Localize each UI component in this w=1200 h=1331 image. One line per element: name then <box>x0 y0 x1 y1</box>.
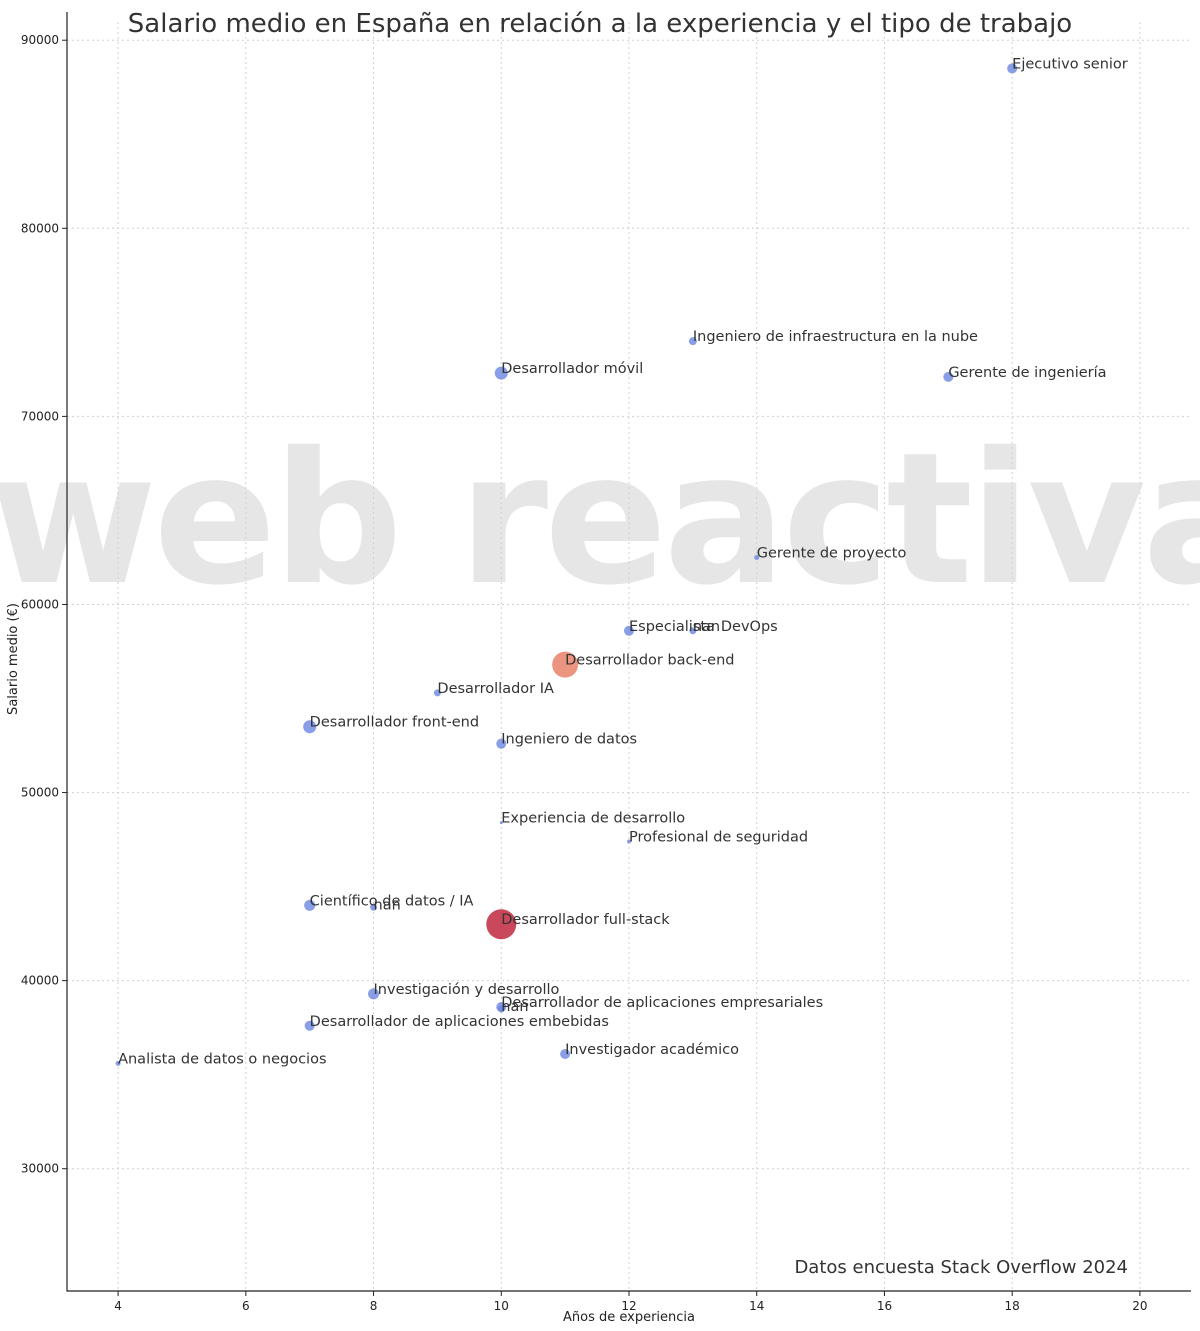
x-tick-label: 20 <box>1132 1299 1147 1313</box>
point-label: Desarrollador de aplicaciones embebidas <box>310 1014 609 1030</box>
data-point <box>304 1020 315 1031</box>
point-label: Analista de datos o negocios <box>118 1051 326 1067</box>
data-point <box>689 627 697 635</box>
data-point <box>303 720 317 734</box>
point-label: nan <box>693 619 720 635</box>
y-tick-label: 70000 <box>21 409 59 423</box>
point-label: Especialista <box>629 619 715 635</box>
x-tick-label: 18 <box>1005 1299 1020 1313</box>
point-label: Ingeniero de datos <box>501 732 637 748</box>
x-tick-label: 12 <box>621 1299 636 1313</box>
data-point <box>499 821 503 825</box>
x-tick-label: 16 <box>877 1299 892 1313</box>
point-label: Desarrollador front-end <box>310 715 479 731</box>
data-point <box>688 337 697 346</box>
x-tick-label: 6 <box>242 1299 250 1313</box>
data-point <box>754 554 760 560</box>
y-tick-label: 30000 <box>21 1162 59 1176</box>
point-label: Investigación y desarrollo <box>374 982 560 998</box>
y-tick-label: 40000 <box>21 974 59 988</box>
point-label: nan <box>374 897 401 913</box>
point-label: Gerente de proyecto <box>757 545 907 561</box>
point-label: Profesional de seguridad <box>629 829 808 845</box>
data-point <box>496 738 507 749</box>
point-label: Ejecutivo senior <box>1012 56 1128 72</box>
grid <box>67 22 1191 1291</box>
x-tick-label: 8 <box>370 1299 378 1313</box>
point-label: Ingeniero de infraestructura en la nube <box>693 329 978 345</box>
point-label: Desarrollador back-end <box>565 653 734 669</box>
x-tick-label: 10 <box>494 1299 509 1313</box>
data-point <box>627 839 631 844</box>
point-label: nan <box>501 999 528 1015</box>
y-tick-label: 50000 <box>21 786 59 800</box>
point-label: Desarrollador IA <box>437 681 554 697</box>
point-label: DevOps <box>721 619 778 635</box>
x-tick-label: 14 <box>749 1299 764 1313</box>
point-label: Experiencia de desarrollo <box>501 811 685 827</box>
watermark-text: web reactiva <box>0 413 1200 625</box>
data-point <box>494 366 508 380</box>
x-tick-label: 4 <box>114 1299 122 1313</box>
y-tick-label: 80000 <box>21 221 59 235</box>
axes: 4 6 8 10 12 14 16 18 20 30000 40000 50000 60000 70000… <box>21 12 1191 1313</box>
y-tick-label: 60000 <box>21 597 59 611</box>
data-point <box>433 689 441 697</box>
point-labels: Ejecutivo senior Ingeniero de infraestruc… <box>118 56 1128 1067</box>
data-point <box>304 899 316 911</box>
axis-spines <box>66 12 1191 1292</box>
y-tick-label: 90000 <box>21 33 59 47</box>
point-label: Desarrollador móvil <box>501 361 643 377</box>
point-label: Desarrollador de aplicaciones empresaria… <box>501 995 823 1011</box>
data-point <box>115 1060 121 1066</box>
point-label: Gerente de ingeniería <box>948 365 1106 381</box>
point-label: Investigador académico <box>565 1042 739 1058</box>
source-annotation: Datos encuesta Stack Overflow 2024 <box>794 1257 1128 1278</box>
data-point <box>943 371 954 382</box>
point-label: Desarrollador full-stack <box>501 912 670 928</box>
data-point <box>486 909 517 940</box>
data-point <box>624 625 634 636</box>
data-points <box>115 63 1018 1066</box>
data-point <box>370 903 378 911</box>
point-label: Científico de datos / IA <box>310 893 474 909</box>
x-axis-label: Años de experiencia <box>563 1310 695 1325</box>
y-axis-label: Salario medio (€) <box>6 603 21 715</box>
watermark: web reactiva <box>0 413 1200 625</box>
data-point <box>552 651 579 678</box>
data-point <box>497 1005 505 1013</box>
data-point <box>368 988 380 1000</box>
chart-title: Salario medio en España en relación a la… <box>128 9 1072 39</box>
data-point <box>560 1049 571 1060</box>
data-point <box>1007 63 1018 74</box>
